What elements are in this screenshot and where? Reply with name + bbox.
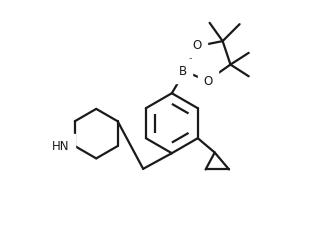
Text: O: O xyxy=(204,75,213,88)
Text: B: B xyxy=(179,65,187,78)
Text: O: O xyxy=(192,38,201,51)
Text: HN: HN xyxy=(51,139,69,152)
